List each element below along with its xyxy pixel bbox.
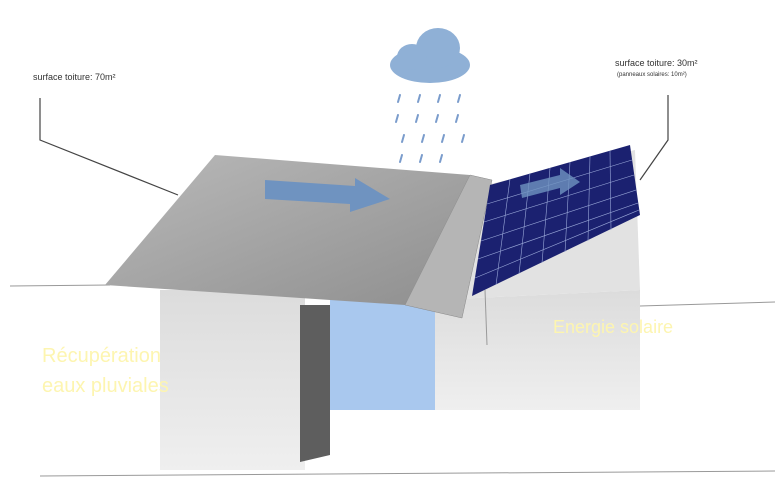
rain [395,94,465,163]
downpipe [484,289,488,346]
rainwater-caption: Récupération [42,345,161,367]
solar-caption: Energie solaire [553,317,673,337]
water-tank [330,300,435,410]
right-roof-note: (panneaux solaires: 10m²) [617,72,687,78]
left-block-shadow [300,305,330,462]
cloud [390,28,470,83]
rainwater-caption: eaux pluviales [42,375,169,397]
flow-arrow [265,178,390,212]
gutter [404,174,493,319]
left-roof-label: surface toiture: 70m² [33,72,116,82]
leader-lines [39,95,669,196]
solar-panel [472,145,640,296]
right-block [435,290,640,410]
right-roof-label: surface toiture: 30m² [615,58,698,68]
ground-lines [9,284,775,477]
roof [105,155,470,305]
left-block [160,290,305,470]
